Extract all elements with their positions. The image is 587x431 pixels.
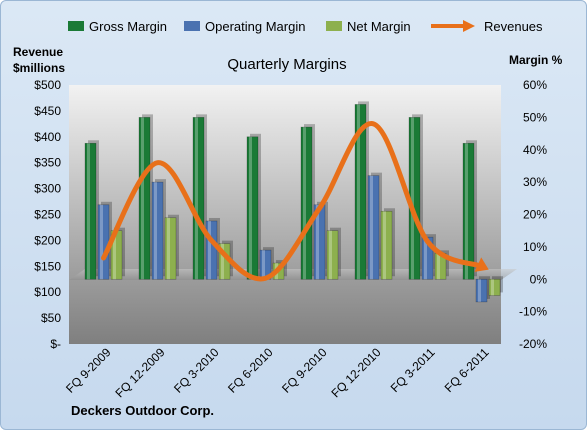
bar-gross-margin — [354, 104, 367, 280]
bar-highlight-net-margin — [383, 211, 386, 280]
company-name: Deckers Outdoor Corp. — [71, 403, 214, 418]
chart-title: Quarterly Margins — [227, 56, 346, 73]
left-tick-label: $250 — [34, 208, 61, 222]
right-tick-label: 40% — [523, 143, 547, 157]
bar-highlight-operating-margin — [262, 250, 265, 280]
right-tick-label: -10% — [519, 305, 547, 319]
bar-highlight-operating-margin — [478, 279, 481, 302]
bar-gross-margin — [246, 136, 259, 280]
bar-highlight-operating-margin — [370, 175, 373, 280]
right-tick-label: 10% — [523, 240, 547, 254]
bar-gross-margin — [84, 142, 97, 280]
legend: Gross Margin Operating Margin Net Margin… — [68, 19, 543, 34]
bar-operating-margin — [97, 204, 110, 280]
bar-operating-margin — [205, 220, 218, 280]
right-axis-label: Margin % — [509, 53, 563, 67]
category-label: FQ 9-2010 — [279, 345, 330, 396]
category-label: FQ 3-2010 — [171, 345, 222, 396]
legend-label-operating-margin: Operating Margin — [205, 19, 305, 34]
left-tick-label: $- — [50, 337, 61, 351]
bar-highlight-gross-margin — [195, 117, 198, 280]
left-tick-label: $100 — [34, 285, 61, 299]
bar-highlight-gross-margin — [87, 143, 90, 280]
left-tick-label: $350 — [34, 156, 61, 170]
category-label: FQ 12-2010 — [328, 345, 383, 400]
left-axis-ticks: $- $50 $100 $150 $200 $250 $300 $350 $400 $450 $50… — [34, 78, 61, 351]
left-tick-label: $150 — [34, 259, 61, 273]
bar-operating-margin — [151, 181, 164, 280]
bar-highlight-gross-margin — [357, 104, 360, 280]
revenues-line-arrowhead — [474, 257, 489, 272]
left-tick-label: $300 — [34, 182, 61, 196]
right-axis-ticks: -20% -10% 0% 10% 20% 30% 40% 50% 60% — [519, 78, 547, 351]
left-axis-label-line2: $millions — [13, 61, 65, 75]
bar-net-margin — [326, 230, 339, 280]
bar-highlight-operating-margin — [100, 204, 103, 280]
bar-highlight-gross-margin — [141, 117, 144, 280]
bar-operating-margin — [367, 175, 380, 280]
left-tick-label: $50 — [41, 311, 61, 325]
category-label: FQ 12-2009 — [112, 345, 167, 400]
plot-area — [69, 85, 501, 344]
bar-highlight-net-margin — [167, 217, 170, 280]
bar-highlight-net-margin — [221, 243, 224, 280]
legend-label-net-margin: Net Margin — [347, 19, 411, 34]
bar-highlight-net-margin — [437, 253, 440, 280]
bar-highlight-operating-margin — [424, 237, 427, 280]
category-label: FQ 6-2010 — [225, 345, 276, 396]
right-tick-label: 50% — [523, 110, 547, 124]
legend-swatch-gross-margin — [68, 21, 84, 31]
right-tick-label: 60% — [523, 78, 547, 92]
bar-net-margin — [164, 217, 177, 280]
bar-highlight-operating-margin — [316, 204, 319, 280]
plot-floor — [69, 269, 517, 280]
revenues-line — [101, 121, 489, 282]
left-tick-label: $450 — [34, 104, 61, 118]
bar-gross-margin — [300, 126, 313, 280]
bar-highlight-gross-margin — [303, 127, 306, 280]
bar-highlight-gross-margin — [249, 136, 252, 280]
right-tick-label: 20% — [523, 208, 547, 222]
bar-highlight-operating-margin — [154, 182, 157, 280]
left-axis-label-line1: Revenue — [13, 45, 63, 59]
right-tick-label: 0% — [530, 272, 548, 286]
right-tick-label: 30% — [523, 175, 547, 189]
bar-gross-margin — [192, 117, 205, 280]
legend-label-revenues: Revenues — [484, 19, 543, 34]
category-label: FQ 9-2009 — [63, 345, 114, 396]
left-tick-label: $400 — [34, 130, 61, 144]
bar-highlight-gross-margin — [465, 143, 468, 280]
bar-highlight-net-margin — [491, 279, 494, 296]
legend-label-gross-margin: Gross Margin — [89, 19, 167, 34]
bar-highlight-net-margin — [113, 230, 116, 280]
bar-net-margin — [488, 278, 501, 296]
bar-operating-margin — [475, 278, 488, 303]
bar-gross-margin — [462, 142, 475, 280]
bar-highlight-operating-margin — [208, 220, 211, 280]
legend-swatch-operating-margin — [184, 21, 200, 31]
right-tick-label: -20% — [519, 337, 547, 351]
left-tick-label: $200 — [34, 233, 61, 247]
bar-gross-margin — [138, 117, 151, 280]
revenues-line-path — [101, 121, 484, 282]
bar-net-margin — [380, 210, 393, 280]
bar-highlight-gross-margin — [411, 117, 414, 280]
bar-highlight-net-margin — [329, 230, 332, 280]
legend-swatch-net-margin — [326, 21, 342, 31]
category-label: FQ 6-2011 — [442, 345, 492, 395]
category-label: FQ 3-2011 — [388, 345, 438, 395]
left-tick-label: $500 — [34, 78, 61, 92]
legend-arrow-revenues — [463, 20, 475, 32]
